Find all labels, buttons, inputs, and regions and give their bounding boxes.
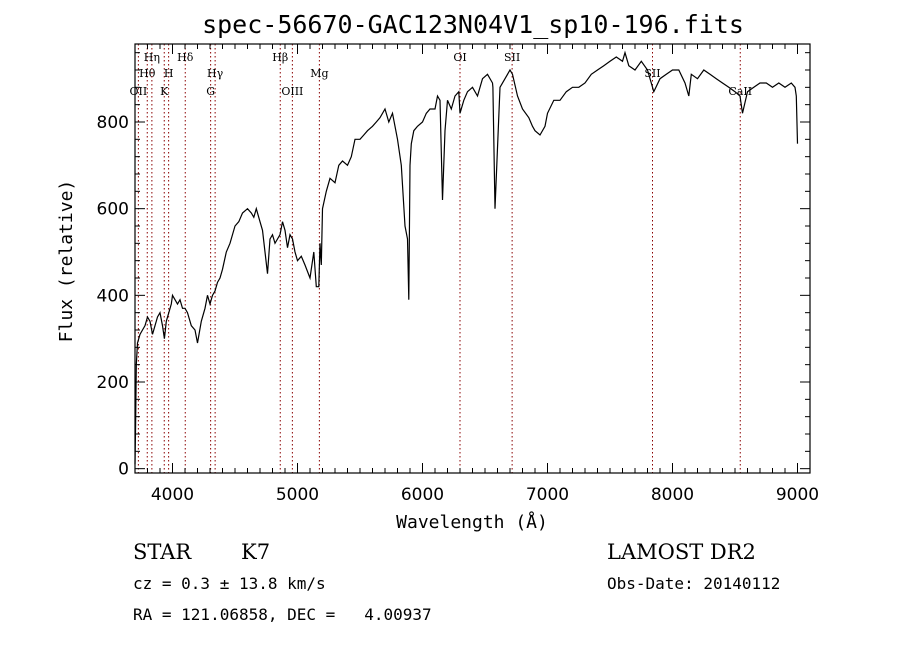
redshift-velocity: cz = 0.3 ± 13.8 km/s [133, 574, 326, 593]
line-marker-label: Hθ [139, 67, 156, 80]
line-marker-label: Hγ [207, 67, 224, 80]
line-marker-label: G [206, 85, 215, 98]
y-axis-label: Flux (relative) [56, 180, 77, 343]
spectrum-chart: spec-56670-GAC123N04V1_sp10-196.fits OII… [56, 10, 819, 533]
plot-frame [134, 43, 811, 474]
chart-title: spec-56670-GAC123N04V1_sp10-196.fits [202, 10, 744, 39]
line-marker-label: K [160, 85, 169, 98]
x-tick-label: 7000 [526, 485, 569, 505]
y-tick-label: 200 [97, 373, 129, 393]
line-marker-label: OII [130, 85, 148, 98]
line-marker-label: H [164, 67, 174, 80]
y-tick-label: 400 [97, 286, 129, 306]
x-tick-label: 6000 [401, 485, 444, 505]
object-class: STAR [133, 540, 192, 564]
line-marker-label: Mg [310, 67, 328, 80]
line-marker-label: Hδ [177, 51, 194, 64]
line-marker-label: SII [504, 51, 520, 64]
object-subclass: K7 [241, 540, 271, 564]
y-tick-label: 0 [118, 460, 129, 480]
x-tick-label: 5000 [276, 485, 319, 505]
y-tick-label: 800 [97, 113, 129, 133]
line-marker-label: OI [453, 51, 466, 64]
y-axis: 0 200 400 600 800 [97, 52, 810, 480]
x-tick-label: 9000 [776, 485, 819, 505]
line-marker-label: Hη [144, 51, 160, 64]
observation-date: Obs-Date: 20140112 [607, 574, 781, 593]
line-marker-label: CaII [728, 85, 752, 98]
x-axis-label: Wavelength (Å) [396, 511, 548, 533]
spectrum-line [134, 50, 799, 465]
line-marker-label: OIII [281, 85, 303, 98]
x-tick-label: 4000 [151, 485, 194, 505]
line-marker-label: Hβ [272, 51, 288, 64]
x-axis: 4000 5000 6000 7000 8000 9000 [134, 44, 819, 505]
x-tick-label: 8000 [651, 485, 694, 505]
survey-name: LAMOST DR2 [607, 540, 756, 564]
y-tick-label: 600 [97, 200, 129, 220]
coordinates: RA = 121.06858, DEC = 4.00937 [133, 605, 432, 624]
line-marker-label: SII [644, 67, 660, 80]
